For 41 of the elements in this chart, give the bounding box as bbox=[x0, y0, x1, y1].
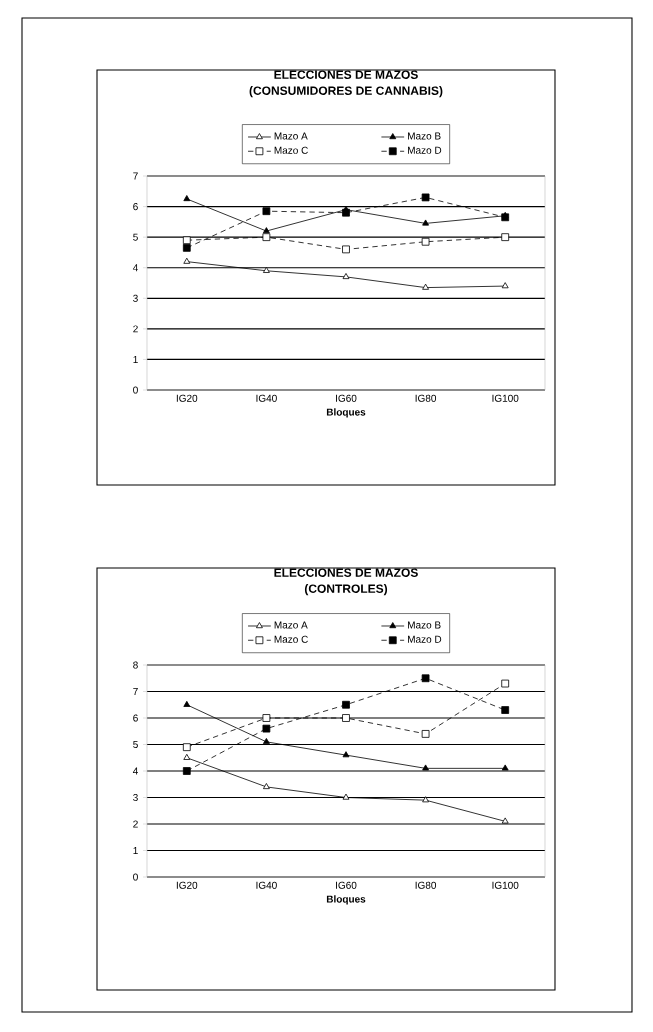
y-tick-label: 7 bbox=[133, 172, 138, 180]
legend-label: Mazo C bbox=[274, 635, 308, 643]
y-tick-label: 8 bbox=[133, 661, 138, 669]
y-tick-label: 0 bbox=[133, 386, 138, 394]
x-tick-label: IG20 bbox=[176, 394, 198, 402]
y-tick-label: 6 bbox=[133, 203, 138, 211]
x-tick-label: IG100 bbox=[492, 394, 519, 402]
chart-subtitle: (CONTROLES) bbox=[304, 584, 388, 596]
x-axis-title: Bloques bbox=[326, 408, 366, 418]
y-tick-label: 0 bbox=[133, 873, 138, 881]
legend-label: Mazo D bbox=[408, 146, 442, 154]
x-tick-label: IG80 bbox=[415, 881, 437, 889]
x-tick-label: IG60 bbox=[336, 394, 357, 402]
legend-label: Mazo D bbox=[408, 635, 442, 643]
x-tick-label: IG60 bbox=[336, 881, 357, 889]
x-tick-label: IG80 bbox=[415, 394, 437, 402]
y-tick-label: 2 bbox=[133, 820, 138, 828]
y-tick-label: 4 bbox=[132, 767, 138, 775]
x-tick-label: IG40 bbox=[256, 394, 277, 402]
y-tick-label: 2 bbox=[133, 325, 138, 333]
y-tick-label: 5 bbox=[133, 233, 138, 241]
legend-label: Mazo A bbox=[274, 132, 308, 140]
legend-label: Mazo A bbox=[274, 621, 308, 629]
chart-title: ELECCIONES DE MAZOS bbox=[274, 70, 418, 79]
y-tick-label: 4 bbox=[132, 264, 138, 272]
y-tick-label: 6 bbox=[133, 714, 138, 722]
legend-label: Mazo C bbox=[274, 146, 308, 154]
x-tick-label: IG20 bbox=[176, 881, 198, 889]
x-axis-title: Bloques bbox=[326, 895, 366, 905]
x-tick-label: IG40 bbox=[256, 881, 277, 889]
y-tick-label: 3 bbox=[133, 294, 138, 302]
y-tick-label: 3 bbox=[133, 793, 138, 802]
x-tick-label: IG100 bbox=[492, 881, 519, 889]
y-tick-label: 7 bbox=[133, 688, 138, 695]
legend-label: Mazo B bbox=[408, 132, 441, 140]
chart-title: ELECCIONES DE MAZOS bbox=[274, 568, 418, 577]
chart-subtitle: (CONSUMIDORES DE CANNABIS) bbox=[249, 86, 443, 98]
y-tick-label: 1 bbox=[133, 356, 138, 363]
y-tick-label: 5 bbox=[133, 741, 138, 748]
legend-label: Mazo B bbox=[408, 621, 441, 629]
y-tick-label: 1 bbox=[133, 847, 138, 854]
